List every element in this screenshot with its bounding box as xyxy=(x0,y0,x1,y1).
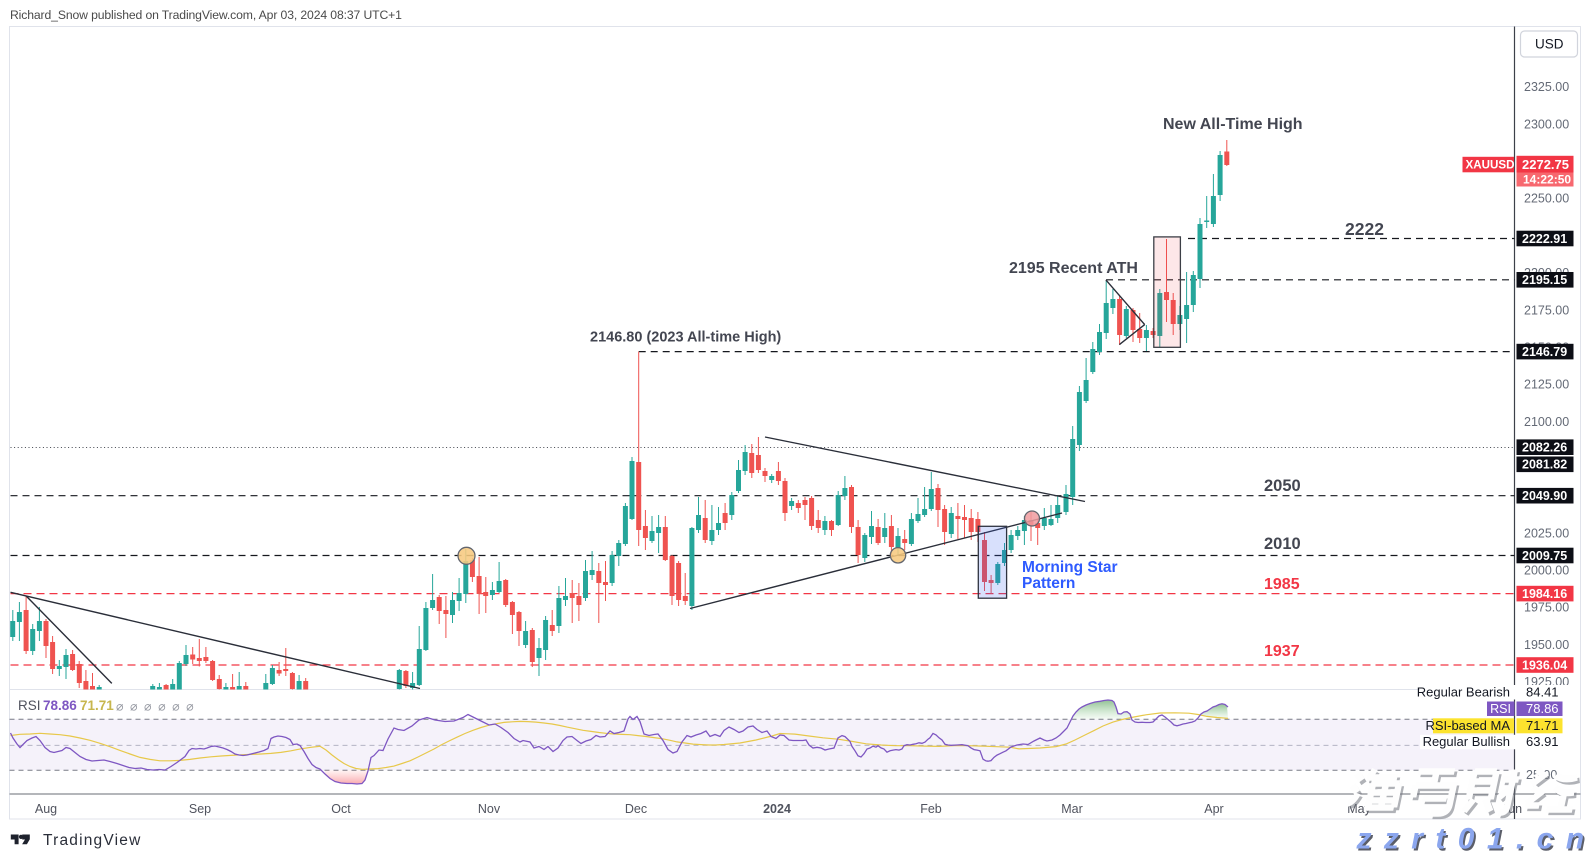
svg-text:RSI: RSI xyxy=(1490,702,1511,716)
svg-text:1950.00: 1950.00 xyxy=(1524,638,1569,652)
svg-text:71.71: 71.71 xyxy=(1526,718,1559,733)
svg-text:2250.00: 2250.00 xyxy=(1524,192,1569,206)
svg-text:2009.75: 2009.75 xyxy=(1522,549,1567,563)
svg-text:71.71: 71.71 xyxy=(80,698,114,713)
svg-text:2325.00: 2325.00 xyxy=(1524,80,1569,94)
svg-text:2025.00: 2025.00 xyxy=(1524,526,1569,540)
svg-text:2125.00: 2125.00 xyxy=(1524,378,1569,392)
svg-text:14:22:50: 14:22:50 xyxy=(1523,173,1571,187)
svg-text:2082.26: 2082.26 xyxy=(1522,441,1567,455)
svg-text:2000.00: 2000.00 xyxy=(1524,564,1569,578)
svg-text:New All-Time High: New All-Time High xyxy=(1163,116,1303,133)
svg-text:Feb: Feb xyxy=(920,802,942,816)
svg-text:2100.00: 2100.00 xyxy=(1524,415,1569,429)
svg-text:1975.00: 1975.00 xyxy=(1524,601,1569,615)
svg-text:zzrt01.cn: zzrt01.cn xyxy=(1357,825,1590,857)
svg-text:2272.75: 2272.75 xyxy=(1522,157,1569,172)
svg-text:USD: USD xyxy=(1535,37,1564,52)
svg-text:Pattern: Pattern xyxy=(1022,575,1075,592)
svg-text:1985: 1985 xyxy=(1264,576,1300,593)
svg-text:2222.91: 2222.91 xyxy=(1522,232,1567,246)
svg-text:Aug: Aug xyxy=(35,802,57,816)
svg-text:1937: 1937 xyxy=(1264,643,1300,660)
svg-text:Regular Bearish: Regular Bearish xyxy=(1417,685,1510,700)
svg-text:78.86: 78.86 xyxy=(1526,701,1559,716)
svg-text:63.91: 63.91 xyxy=(1526,734,1559,749)
svg-text:XAUUSD: XAUUSD xyxy=(1466,159,1515,172)
svg-text:Morning Star: Morning Star xyxy=(1022,559,1118,576)
svg-text:2146.80 (2023 All-time High): 2146.80 (2023 All-time High) xyxy=(590,330,781,346)
svg-text:⌀⌀⌀⌀⌀⌀: ⌀⌀⌀⌀⌀⌀ xyxy=(116,700,200,714)
svg-text:2024: 2024 xyxy=(763,802,791,816)
svg-text:RSI-based MA: RSI-based MA xyxy=(1425,718,1510,733)
svg-text:2195.15: 2195.15 xyxy=(1522,273,1567,287)
svg-text:Richard_Snow published on Trad: Richard_Snow published on TradingView.co… xyxy=(10,8,402,22)
svg-text:84.41: 84.41 xyxy=(1526,685,1559,700)
svg-text:Sep: Sep xyxy=(189,802,211,816)
svg-text:zzrt01.cn: zzrt01.cn xyxy=(1356,823,1590,856)
svg-text:2300.00: 2300.00 xyxy=(1524,117,1569,131)
svg-text:TradingView: TradingView xyxy=(43,832,142,849)
svg-text:2146.79: 2146.79 xyxy=(1522,345,1567,359)
svg-text:2049.90: 2049.90 xyxy=(1522,489,1567,503)
svg-text:2050: 2050 xyxy=(1264,477,1301,495)
svg-text:Mar: Mar xyxy=(1061,802,1083,816)
svg-text:Regular Bullish: Regular Bullish xyxy=(1423,734,1510,749)
svg-text:Apr: Apr xyxy=(1204,802,1223,816)
svg-text:1936.04: 1936.04 xyxy=(1522,658,1567,672)
svg-text:1984.16: 1984.16 xyxy=(1522,587,1567,601)
svg-text:2081.82: 2081.82 xyxy=(1522,458,1567,472)
svg-text:78.86: 78.86 xyxy=(43,698,77,713)
svg-text:2010: 2010 xyxy=(1264,535,1301,553)
svg-text:Dec: Dec xyxy=(625,802,647,816)
svg-text:2175.00: 2175.00 xyxy=(1524,303,1569,317)
svg-text:2195 Recent ATH: 2195 Recent ATH xyxy=(1009,260,1138,277)
svg-text:RSI: RSI xyxy=(18,698,41,713)
svg-text:Oct: Oct xyxy=(331,802,351,816)
svg-text:Nov: Nov xyxy=(478,802,501,816)
svg-text:2222: 2222 xyxy=(1345,219,1384,239)
